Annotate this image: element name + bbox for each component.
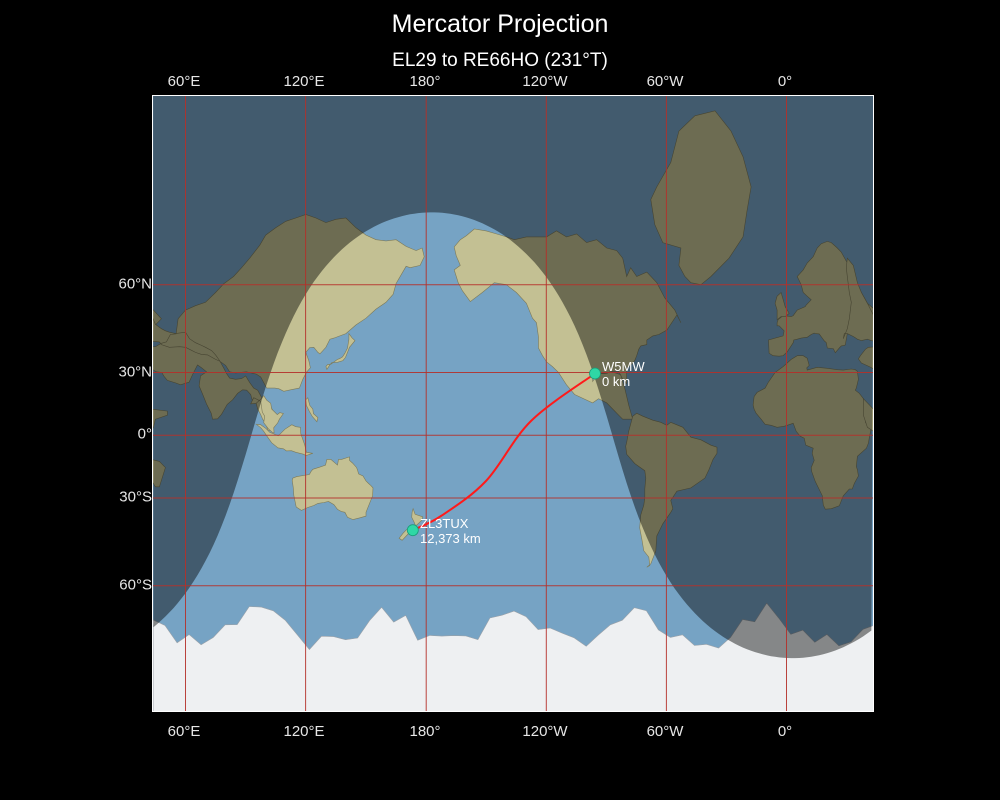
svg-text:12,373 km: 12,373 km bbox=[420, 531, 481, 546]
svg-text:0 km: 0 km bbox=[602, 374, 630, 389]
svg-text:W5MW: W5MW bbox=[602, 359, 645, 374]
svg-text:ZL3TUX: ZL3TUX bbox=[420, 516, 469, 531]
